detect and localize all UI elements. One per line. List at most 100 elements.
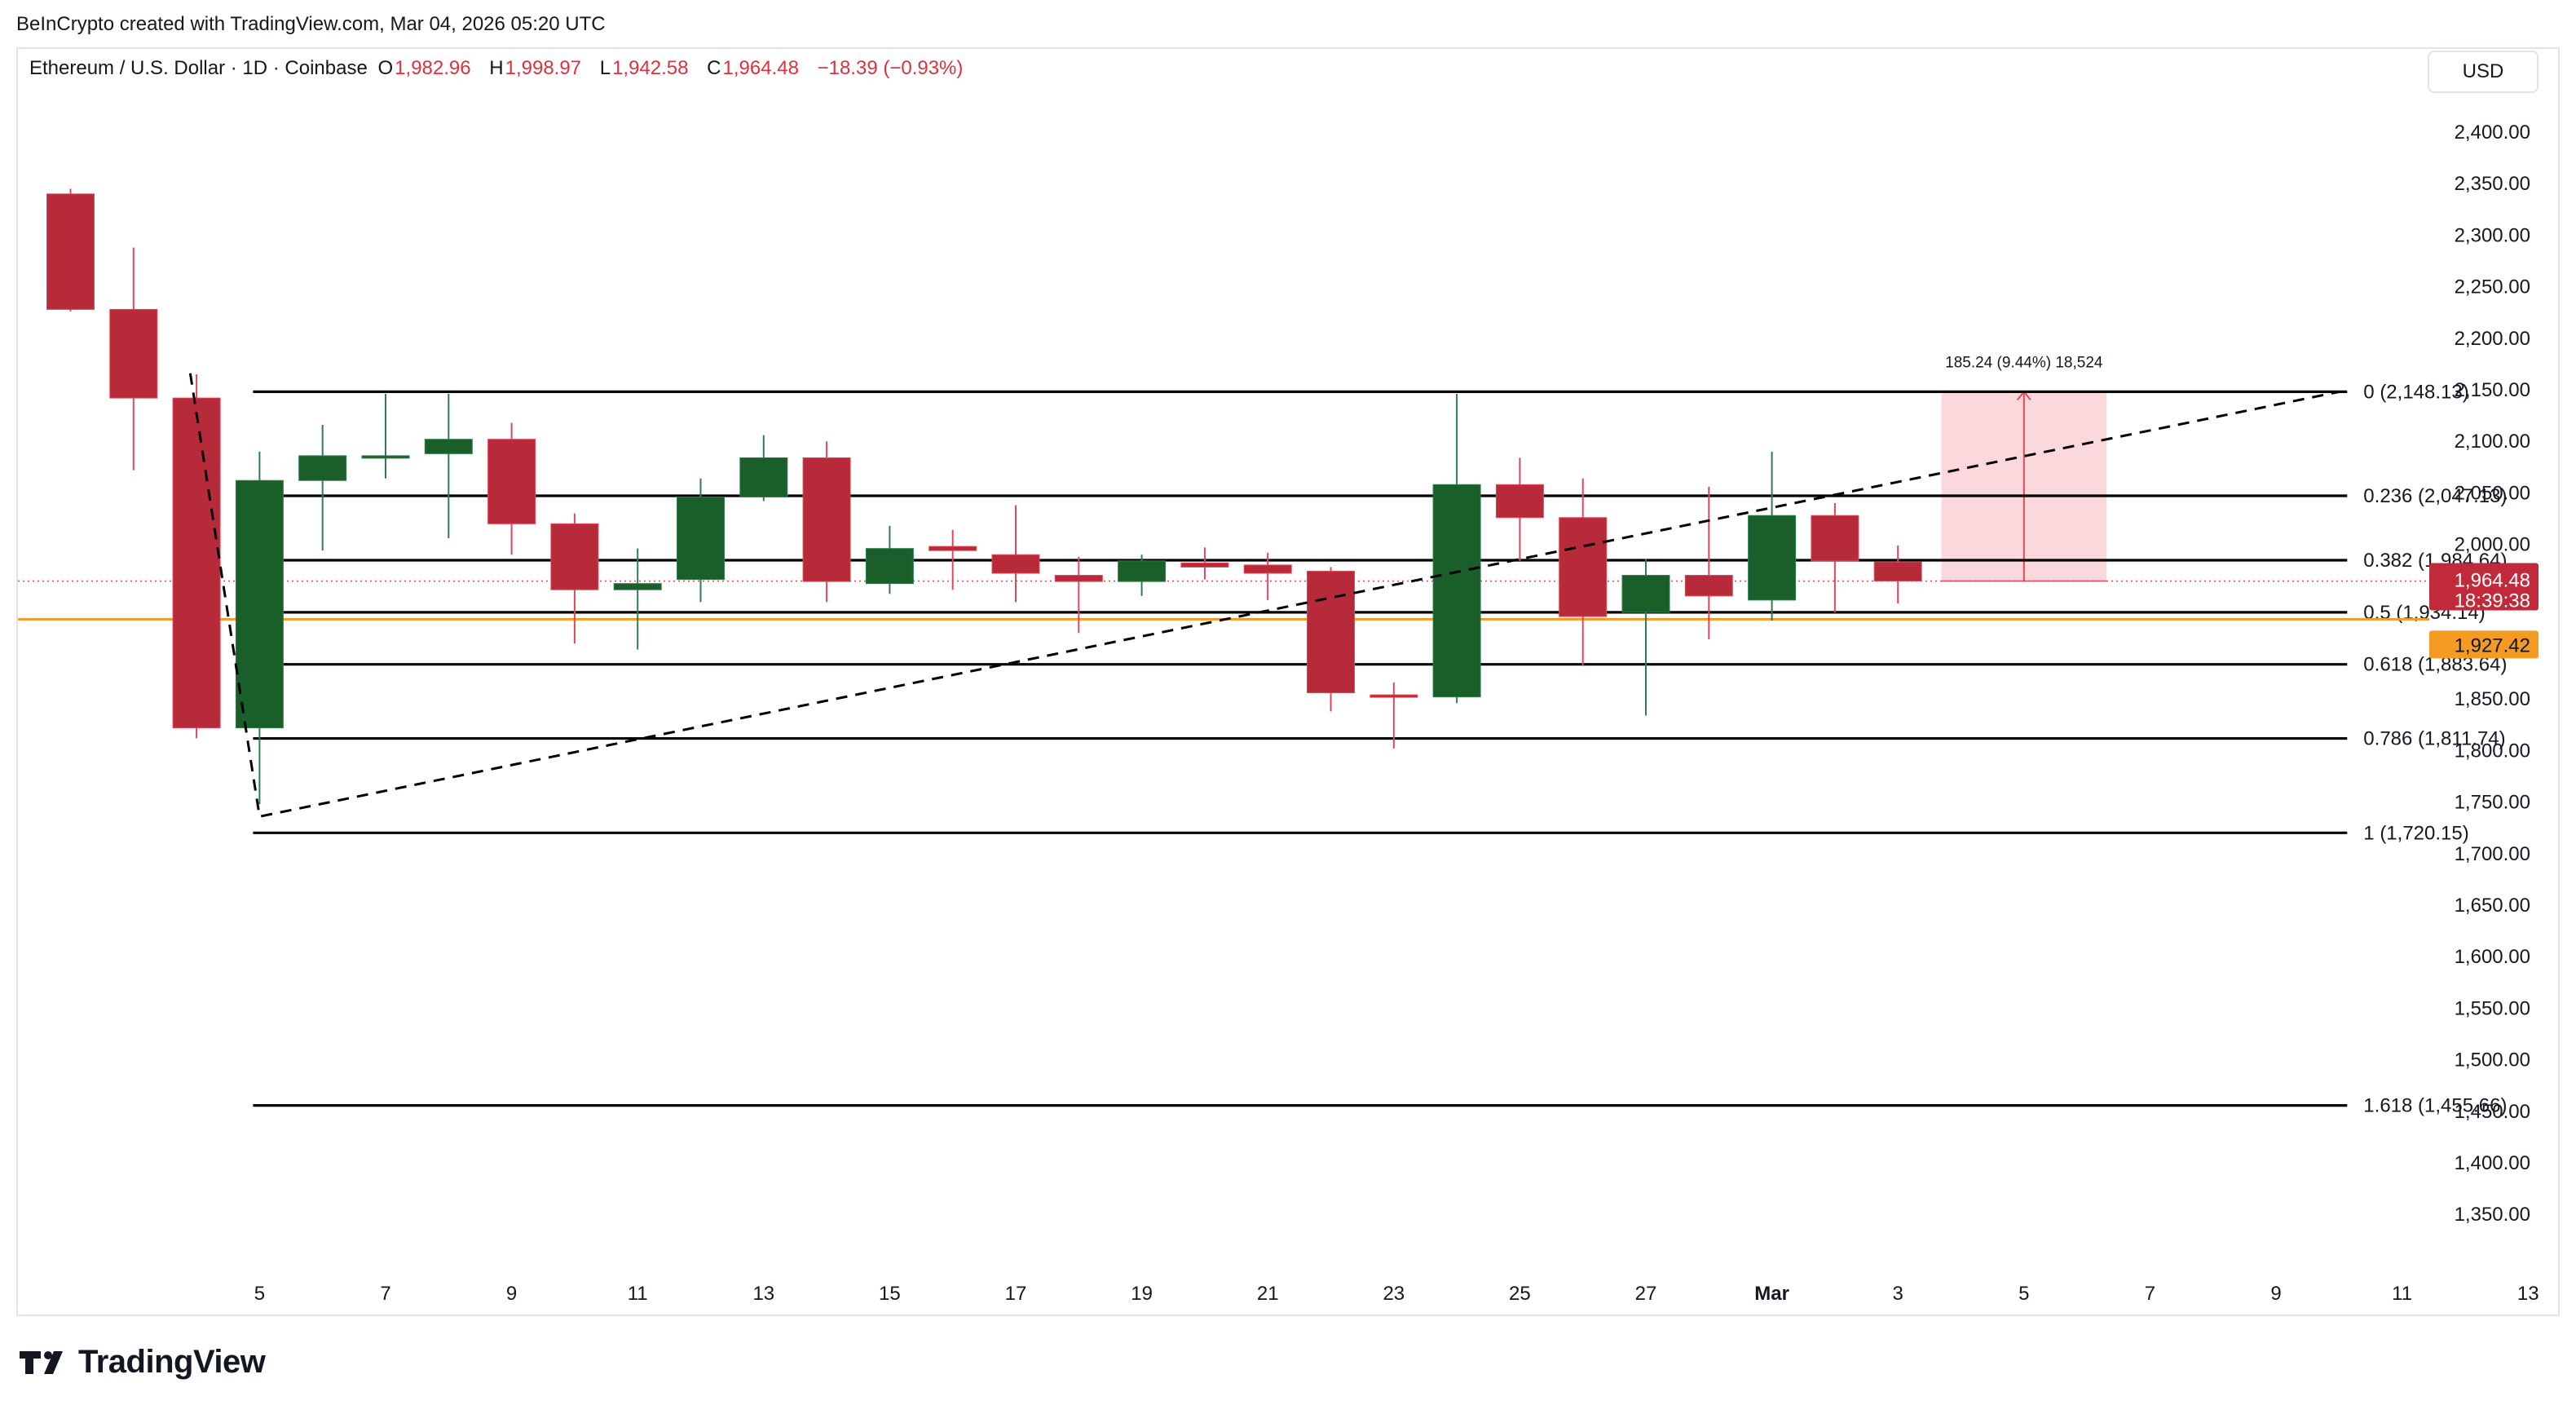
candle-body [677,496,725,581]
x-axis-tick: 3 [1893,1283,1903,1305]
candle-body [929,546,977,551]
fib-level-label: 1 (1,720.15) [2363,822,2468,844]
candle-body [865,548,914,585]
candle-body [1684,575,1733,597]
current-price-label: 1,964.48 [2455,569,2530,591]
y-axis-tick: 2,400.00 [2455,122,2530,144]
measure-label: 185.24 (9.44%) 18,524 [1945,354,2103,371]
y-axis-tick: 1,850.00 [2455,688,2530,710]
y-axis-tick: 2,350.00 [2455,173,2530,195]
low-value: 1,942.58 [612,57,689,79]
y-axis-tick: 2,150.00 [2455,379,2530,401]
x-axis-tick: 11 [628,1283,648,1305]
y-axis-tick: 2,100.00 [2455,431,2530,453]
x-axis-tick: 19 [1131,1283,1153,1305]
y-axis-tick: 2,250.00 [2455,276,2530,298]
y-axis-tick: 2,200.00 [2455,328,2530,350]
symbol-name[interactable]: Ethereum / U.S. Dollar · 1D · Coinbase [29,57,368,79]
currency-selector[interactable]: USD [2428,51,2539,93]
candle-body [487,439,536,524]
candle-body [1621,575,1670,613]
x-axis-tick: 27 [1635,1283,1657,1305]
x-axis-tick: 9 [506,1283,517,1305]
candle-body [613,583,662,590]
candle-body [1243,564,1292,574]
y-axis-tick: 1,500.00 [2455,1049,2530,1072]
fib-trend-line [188,373,2340,819]
candle-body [1432,484,1481,698]
tradingview-logo[interactable]: TradingView [18,1344,266,1381]
open-value: 1,982.96 [395,57,471,79]
tradingview-brand: TradingView [78,1344,266,1380]
y-axis-tick: 2,000.00 [2455,534,2530,556]
fib-level-label: 0.786 (1,811.74) [2363,728,2505,750]
candle-body [1118,560,1167,582]
chart-credit: BeInCrypto created with TradingView.com,… [16,13,606,35]
y-axis-tick: 1,750.00 [2455,792,2530,814]
chart-frame[interactable] [16,47,2560,1316]
candle-body [739,457,788,497]
candle-body [46,193,95,310]
x-axis-tick: 13 [752,1283,774,1305]
support-price-tag [2429,630,2539,659]
low-key: L [599,57,611,79]
y-axis-tick: 1,550.00 [2455,997,2530,1019]
x-axis-tick: 5 [254,1283,265,1305]
y-axis-tick: 1,700.00 [2455,843,2530,865]
y-axis-tick: 1,450.00 [2455,1101,2530,1123]
y-axis-tick: 2,050.00 [2455,482,2530,504]
x-axis-tick: 11 [2392,1283,2412,1305]
high-value: 1,998.97 [505,57,582,79]
x-axis-tick: Mar [1754,1283,1789,1305]
candle-body [1495,484,1544,519]
open-key: O [377,57,394,79]
candle-body [1054,575,1103,582]
candle-body [802,457,851,582]
candle-body [1370,694,1418,698]
fib-level-label: 1.618 (1,455.66) [2363,1095,2507,1117]
candle-body [1748,515,1797,601]
y-axis-tick: 2,300.00 [2455,224,2530,246]
x-axis-tick: 25 [1509,1283,1531,1305]
currency-label: USD [2462,60,2504,82]
candle-body [235,479,284,729]
high-key: H [489,57,504,79]
candle-body [991,554,1040,574]
y-axis-tick: 1,350.00 [2455,1204,2530,1226]
candle-body [1873,561,1922,581]
y-axis-tick: 1,400.00 [2455,1152,2530,1174]
x-axis-tick: 7 [380,1283,390,1305]
x-axis-tick: 23 [1383,1283,1405,1305]
candle-body [1559,517,1608,617]
tradingview-logo-icon [20,1350,63,1374]
candle-body [1811,515,1859,562]
x-axis-tick: 9 [2270,1283,2281,1305]
y-axis-tick: 1,800.00 [2455,740,2530,762]
x-axis-tick: 5 [2018,1283,2029,1305]
y-axis-tick: 1,650.00 [2455,895,2530,917]
candle-body [172,397,221,729]
x-axis-tick: 21 [1257,1283,1279,1305]
x-axis-tick: 17 [1005,1283,1027,1305]
x-axis-tick: 7 [2145,1283,2155,1305]
candle-body [109,308,158,399]
candle-body [1180,562,1229,568]
fib-level-label: 0 (2,148.13) [2363,381,2468,403]
candle-body [424,439,473,454]
x-axis-tick: 13 [2517,1283,2539,1305]
candle-body [298,455,347,481]
candle-body [361,455,410,459]
x-axis-tick: 15 [879,1283,901,1305]
symbol-info-line: Ethereum / U.S. Dollar · 1D · Coinbase O… [29,57,976,80]
close-value: 1,964.48 [722,57,799,79]
fib-level-label: 0.236 (2,047.13) [2363,485,2507,507]
candle-body [550,523,599,590]
candle-body [1307,570,1355,694]
change-value: −18.39 (−0.93%) [817,57,964,79]
close-key: C [707,57,721,79]
y-axis-tick: 1,600.00 [2455,946,2530,968]
countdown-label: 18:39:38 [2455,590,2530,612]
support-price-label: 1,927.42 [2455,634,2530,656]
current-price-tag [2429,563,2539,611]
